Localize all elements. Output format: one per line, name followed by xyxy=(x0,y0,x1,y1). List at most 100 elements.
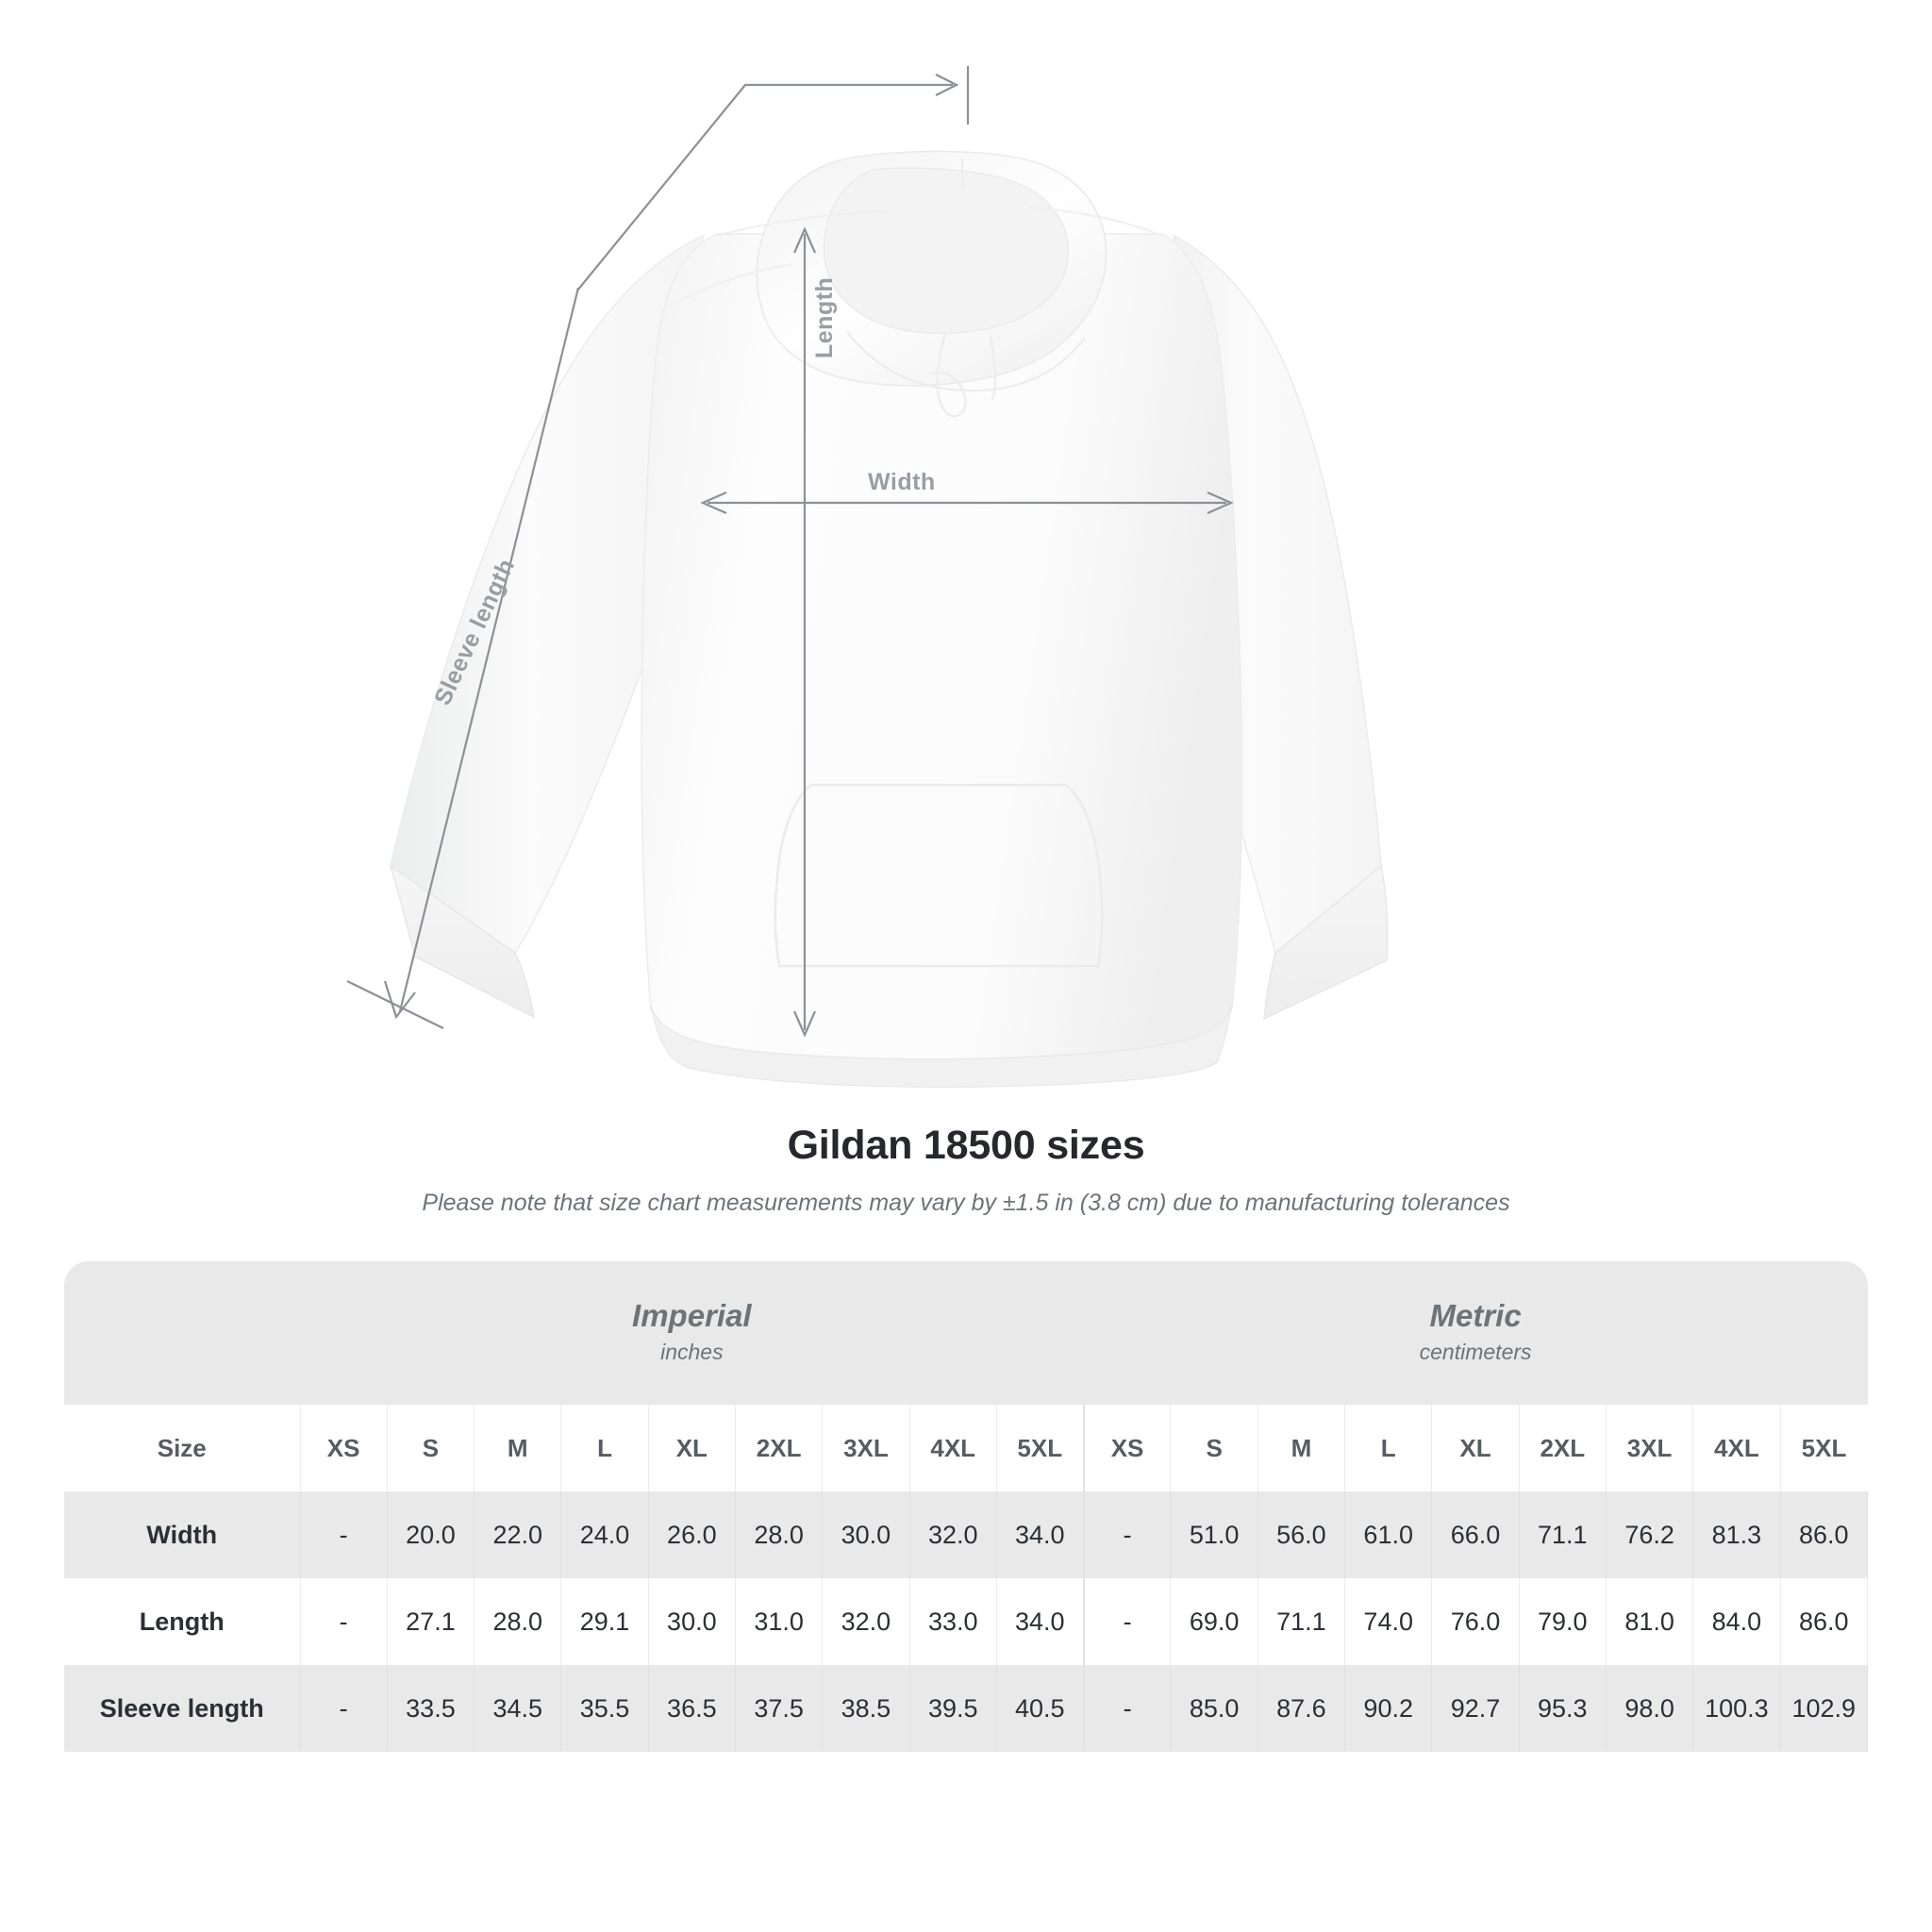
cell-metric-l: 90.2 xyxy=(1344,1665,1433,1752)
page-title: Gildan 18500 sizes xyxy=(787,1123,1145,1168)
tolerance-note: Please note that size chart measurements… xyxy=(422,1190,1510,1216)
cell-metric-m: 71.1 xyxy=(1257,1578,1346,1665)
unit-system-name: Imperial xyxy=(632,1297,752,1333)
unit-header-imperial: Imperial inches xyxy=(300,1261,1084,1405)
unit-row-spacer xyxy=(64,1261,300,1405)
size-header-xl: XL xyxy=(648,1405,736,1491)
size-header-m: M xyxy=(474,1405,562,1491)
cell-metric-xs: - xyxy=(1082,1665,1172,1752)
cell-imperial-xs: - xyxy=(300,1665,388,1752)
cell-metric-s: 69.0 xyxy=(1170,1578,1258,1665)
width-dimension-line xyxy=(700,491,1234,515)
length-label: Length xyxy=(811,276,838,358)
size-header-row: Size XS S M L XL 2XL 3XL 4XL 5XL XS S M L XL 2XL 3XL 4XL 5… xyxy=(64,1405,1868,1491)
hoodie-graphic xyxy=(389,150,1389,1088)
size-header-5xl: 5XL xyxy=(1780,1405,1868,1491)
cell-metric-3xl: 81.0 xyxy=(1606,1578,1694,1665)
unit-system-unit: inches xyxy=(660,1340,724,1365)
cell-metric-3xl: 98.0 xyxy=(1606,1665,1694,1752)
cell-imperial-l: 35.5 xyxy=(560,1665,649,1752)
cell-imperial-3xl: 38.5 xyxy=(822,1665,910,1752)
cell-metric-4xl: 84.0 xyxy=(1692,1578,1781,1665)
cell-imperial-s: 27.1 xyxy=(387,1578,475,1665)
size-header-s: S xyxy=(1170,1405,1258,1491)
cell-metric-2xl: 71.1 xyxy=(1519,1491,1607,1578)
cell-metric-xl: 66.0 xyxy=(1431,1491,1520,1578)
unit-system-name: Metric xyxy=(1429,1297,1522,1333)
size-header-3xl: 3XL xyxy=(822,1405,910,1491)
size-table: Imperial inches Metric centimeters Size XS S M L… xyxy=(64,1261,1868,1752)
size-table-container: Imperial inches Metric centimeters Size XS S M L… xyxy=(64,1261,1868,1752)
size-header-5xl: 5XL xyxy=(996,1405,1085,1491)
size-header-3xl: 3XL xyxy=(1606,1405,1694,1491)
cell-imperial-xl: 26.0 xyxy=(648,1491,736,1578)
row-label-width: Width xyxy=(64,1491,301,1578)
cell-imperial-s: 33.5 xyxy=(387,1665,475,1752)
cell-imperial-xs: - xyxy=(300,1491,388,1578)
cell-imperial-s: 20.0 xyxy=(387,1491,475,1578)
measurement-guides xyxy=(346,66,1234,1038)
top-leader-line xyxy=(576,66,970,291)
table-row: Length -27.1 28.0 29.1 30.0 31.0 32.0 33.0 34.0-… xyxy=(64,1578,1868,1665)
cell-imperial-xs: - xyxy=(300,1578,388,1665)
cell-imperial-m: 34.5 xyxy=(474,1665,562,1752)
cell-imperial-4xl: 39.5 xyxy=(909,1665,997,1752)
size-header-xs: XS xyxy=(300,1405,388,1491)
cell-metric-2xl: 79.0 xyxy=(1519,1578,1607,1665)
cell-metric-l: 74.0 xyxy=(1344,1578,1433,1665)
cell-metric-2xl: 95.3 xyxy=(1519,1665,1607,1752)
cell-metric-xs: - xyxy=(1082,1491,1172,1578)
unit-header-metric: Metric centimeters xyxy=(1083,1261,1868,1405)
cell-imperial-xl: 36.5 xyxy=(648,1665,736,1752)
cell-imperial-2xl: 37.5 xyxy=(735,1665,824,1752)
cell-metric-m: 87.6 xyxy=(1257,1665,1346,1752)
size-header-2xl: 2XL xyxy=(1519,1405,1607,1491)
unit-header-row: Imperial inches Metric centimeters xyxy=(64,1261,1868,1405)
garment-measurement-diagram: Length Width Sleeve length xyxy=(346,66,1389,1088)
cell-metric-5xl: 86.0 xyxy=(1780,1491,1868,1578)
cell-metric-m: 56.0 xyxy=(1257,1491,1346,1578)
row-label-length: Length xyxy=(64,1578,301,1665)
cell-imperial-4xl: 32.0 xyxy=(909,1491,997,1578)
table-row: Width -20.0 22.0 24.0 26.0 28.0 30.0 32.0 34.0-5… xyxy=(64,1491,1868,1578)
cell-metric-3xl: 76.2 xyxy=(1606,1491,1694,1578)
cell-metric-5xl: 86.0 xyxy=(1780,1578,1868,1665)
cell-metric-s: 85.0 xyxy=(1170,1665,1258,1752)
size-header-xl: XL xyxy=(1431,1405,1520,1491)
chart-heading-block: Gildan 18500 sizes Please note that size… xyxy=(0,1123,1932,1217)
cell-metric-l: 61.0 xyxy=(1344,1491,1433,1578)
cell-imperial-m: 28.0 xyxy=(474,1578,562,1665)
cell-metric-4xl: 100.3 xyxy=(1692,1665,1781,1752)
cell-imperial-3xl: 32.0 xyxy=(822,1578,910,1665)
cell-metric-xl: 76.0 xyxy=(1431,1578,1520,1665)
cell-imperial-l: 29.1 xyxy=(560,1578,649,1665)
cell-imperial-5xl: 34.0 xyxy=(996,1578,1085,1665)
size-header-2xl: 2XL xyxy=(735,1405,824,1491)
size-header-4xl: 4XL xyxy=(909,1405,997,1491)
cell-metric-5xl: 102.9 xyxy=(1780,1665,1868,1752)
length-dimension-line xyxy=(792,226,817,1038)
cell-imperial-5xl: 40.5 xyxy=(996,1665,1085,1752)
cell-imperial-2xl: 31.0 xyxy=(735,1578,824,1665)
cell-imperial-l: 24.0 xyxy=(560,1491,649,1578)
size-header-label: Size xyxy=(64,1405,301,1491)
size-header-l: L xyxy=(1344,1405,1433,1491)
size-header-s: S xyxy=(387,1405,475,1491)
cell-metric-s: 51.0 xyxy=(1170,1491,1258,1578)
cell-imperial-m: 22.0 xyxy=(474,1491,562,1578)
sleeve-length-dimension-line xyxy=(346,287,580,1029)
row-label-sleeve-length: Sleeve length xyxy=(64,1665,301,1752)
cell-imperial-xl: 30.0 xyxy=(648,1578,736,1665)
cell-metric-xl: 92.7 xyxy=(1431,1665,1520,1752)
size-header-l: L xyxy=(560,1405,649,1491)
size-header-m: M xyxy=(1257,1405,1346,1491)
cell-imperial-2xl: 28.0 xyxy=(735,1491,824,1578)
width-label: Width xyxy=(868,469,936,495)
unit-system-unit: centimeters xyxy=(1419,1340,1532,1365)
hoodie-illustration xyxy=(346,66,1389,1088)
cell-imperial-4xl: 33.0 xyxy=(909,1578,997,1665)
size-header-4xl: 4XL xyxy=(1692,1405,1781,1491)
cell-metric-4xl: 81.3 xyxy=(1692,1491,1781,1578)
cell-imperial-5xl: 34.0 xyxy=(996,1491,1085,1578)
